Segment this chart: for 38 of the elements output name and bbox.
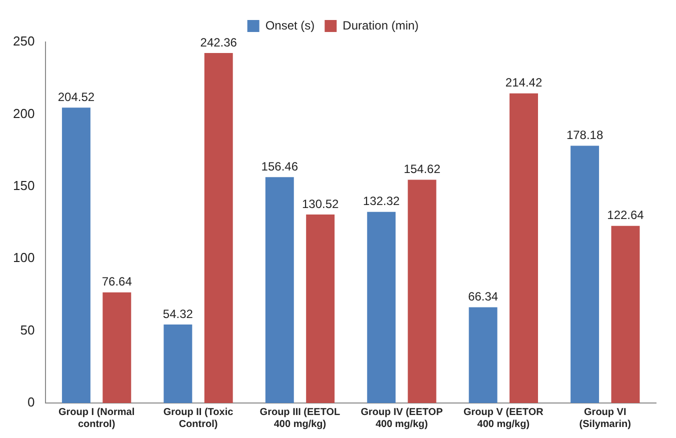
x-tick-label: Group I (Normal control) xyxy=(58,406,135,430)
bar xyxy=(611,226,640,403)
data-label: 154.62 xyxy=(404,162,441,176)
bar xyxy=(510,93,538,403)
x-tick-label: Group V (EETOR 400 mg/kg) xyxy=(464,406,544,430)
bar xyxy=(367,212,396,403)
bar xyxy=(265,177,294,403)
bar xyxy=(468,307,498,403)
bar xyxy=(62,108,90,403)
data-label: 76.64 xyxy=(102,274,132,289)
bar xyxy=(408,180,436,403)
data-label: 204.52 xyxy=(58,90,95,104)
x-tick-label: Group II (Toxic Control) xyxy=(163,406,234,430)
x-tick-label: Group III (EETOL 400 mg/kg) xyxy=(260,406,340,430)
legend-label: Onset (s) xyxy=(265,18,315,32)
data-label: 130.52 xyxy=(302,196,340,211)
data-label: 122.64 xyxy=(607,208,644,222)
y-tick-label: 150 xyxy=(12,178,35,193)
data-label: 66.34 xyxy=(468,290,498,304)
bar xyxy=(164,324,192,403)
data-label: 132.32 xyxy=(363,194,400,208)
legend-label: Duration (min) xyxy=(342,18,419,32)
y-tick-label: 200 xyxy=(12,106,35,121)
data-label: 214.42 xyxy=(505,76,542,90)
data-label: 54.32 xyxy=(162,306,194,321)
bar xyxy=(570,146,600,403)
y-tick-label: 250 xyxy=(12,34,35,49)
bar xyxy=(102,292,132,403)
y-tick-label: 0 xyxy=(27,394,35,410)
bar xyxy=(204,53,233,403)
x-tick-label: Group IV (EETOP 400 mg/kg) xyxy=(360,406,444,430)
data-label: 156.46 xyxy=(261,159,298,174)
y-tick-label: 100 xyxy=(12,250,35,266)
data-label: 242.36 xyxy=(200,35,238,50)
x-tick-label: Group VI (Silymarin) xyxy=(579,406,631,430)
bar xyxy=(306,214,335,403)
y-tick-label: 50 xyxy=(20,322,35,338)
data-label: 178.18 xyxy=(566,128,604,142)
